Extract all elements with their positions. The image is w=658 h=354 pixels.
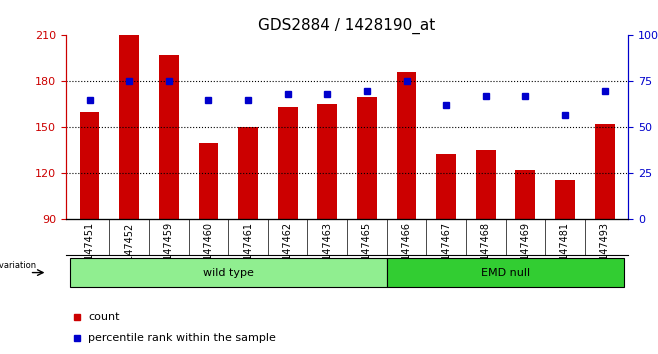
Text: genotype/variation: genotype/variation xyxy=(0,261,36,270)
Bar xyxy=(199,143,218,219)
Bar xyxy=(555,179,575,219)
Bar xyxy=(595,124,615,219)
Bar xyxy=(515,170,536,219)
Bar xyxy=(80,112,99,219)
Bar xyxy=(357,97,377,219)
Bar xyxy=(436,154,456,219)
FancyBboxPatch shape xyxy=(70,258,387,287)
Text: EMD null: EMD null xyxy=(481,268,530,278)
Bar xyxy=(238,127,258,219)
Bar xyxy=(476,150,495,219)
Text: count: count xyxy=(88,312,120,322)
Text: percentile rank within the sample: percentile rank within the sample xyxy=(88,332,276,343)
Bar xyxy=(317,104,337,219)
FancyBboxPatch shape xyxy=(387,258,624,287)
Title: GDS2884 / 1428190_at: GDS2884 / 1428190_at xyxy=(259,18,436,34)
Bar xyxy=(397,72,417,219)
Bar xyxy=(159,55,179,219)
Text: wild type: wild type xyxy=(203,268,254,278)
Bar xyxy=(278,108,297,219)
Bar xyxy=(119,35,139,219)
